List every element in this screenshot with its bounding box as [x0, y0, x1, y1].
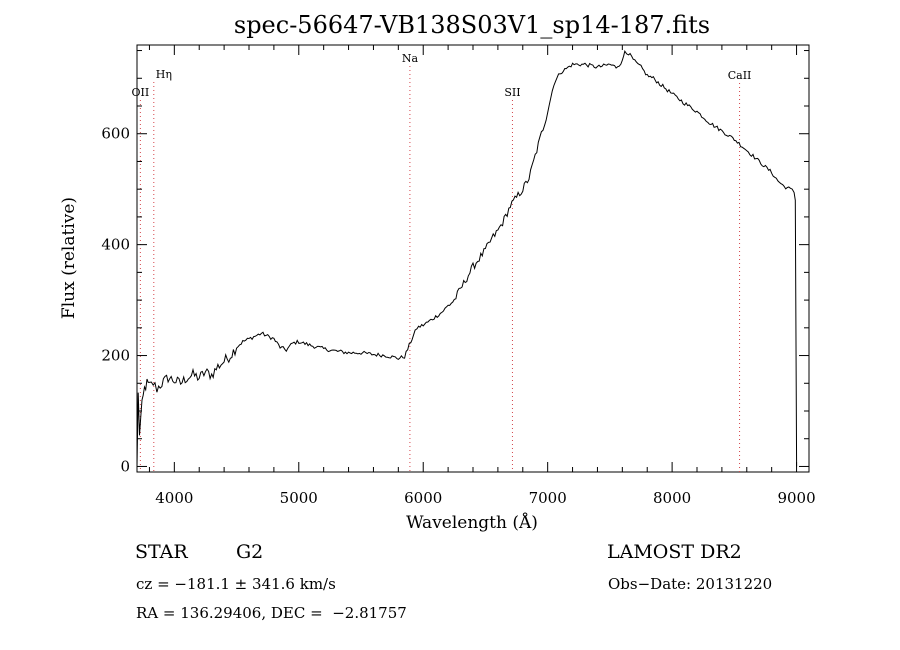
object-class: STAR	[135, 541, 188, 563]
x-tick-label: 9000	[777, 489, 815, 507]
y-tick-label: 0	[120, 457, 130, 475]
x-tick-label: 6000	[404, 489, 442, 507]
y-tick-label: 400	[101, 236, 130, 254]
x-axis-ticks: 4000 5000 6000 7000 8000 9000	[148, 45, 816, 507]
line-marker-label: OII	[132, 86, 150, 99]
line-marker-label: Na	[402, 52, 419, 65]
y-axis-ticks: 0 200 400 600	[101, 50, 809, 475]
y-tick-label: 200	[101, 347, 130, 365]
emission-line-markers: OII Hη Na SII CaII	[132, 52, 752, 472]
x-tick-label: 4000	[155, 489, 193, 507]
x-tick-label: 8000	[653, 489, 691, 507]
y-tick-label: 600	[101, 125, 130, 143]
plot-frame	[136, 44, 810, 473]
x-axis-label: Wavelength (Å)	[406, 512, 538, 533]
x-tick-label: 7000	[529, 489, 567, 507]
observation-date: Obs−Date: 20131220	[608, 575, 773, 593]
redshift-velocity: cz = −181.1 ± 341.6 km/s	[136, 575, 336, 593]
line-marker-label: Hη	[156, 68, 172, 81]
sky-coordinates: RA = 136.29406, DEC = −2.81757	[136, 604, 407, 622]
x-tick-label: 5000	[280, 489, 318, 507]
line-marker-label: CaII	[728, 69, 752, 82]
chart-title: spec-56647-VB138S03V1_sp14-187.fits	[234, 11, 710, 39]
survey-name: LAMOST DR2	[607, 541, 742, 563]
spectral-subclass: G2	[236, 541, 264, 563]
y-axis-label: Flux (relative)	[59, 197, 79, 319]
line-marker-label: SII	[504, 86, 520, 99]
flux-spectrum-line	[136, 50, 798, 467]
